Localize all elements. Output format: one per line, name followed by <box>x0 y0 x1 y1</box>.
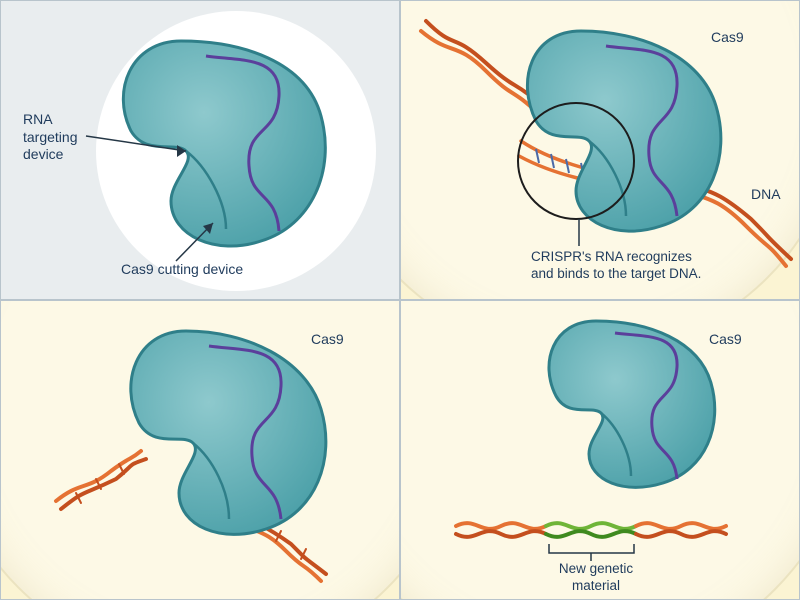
rna-targeting-label: RNA targeting device <box>23 111 77 164</box>
cas9-cutting-label: Cas9 cutting device <box>121 261 243 279</box>
crispr-recognizes-caption: CRISPR's RNA recognizes and binds to the… <box>531 249 701 283</box>
cas9-label-3: Cas9 <box>311 331 344 349</box>
panel-1: RNA targeting device Cas9 cutting device <box>0 0 400 300</box>
cas9-label-4: Cas9 <box>709 331 742 349</box>
panel-3: Cas9 <box>0 300 400 600</box>
panel-2: Cas9 DNA CRISPR's RNA recognizes and bin… <box>400 0 800 300</box>
crispr-diagram-grid: RNA targeting device Cas9 cutting device <box>0 0 800 600</box>
cas9-label-2: Cas9 <box>711 29 744 47</box>
new-genetic-material-label: New genetic material <box>556 561 636 595</box>
panel-4: Cas9 New genetic material <box>400 300 800 600</box>
dna-label: DNA <box>751 186 781 204</box>
